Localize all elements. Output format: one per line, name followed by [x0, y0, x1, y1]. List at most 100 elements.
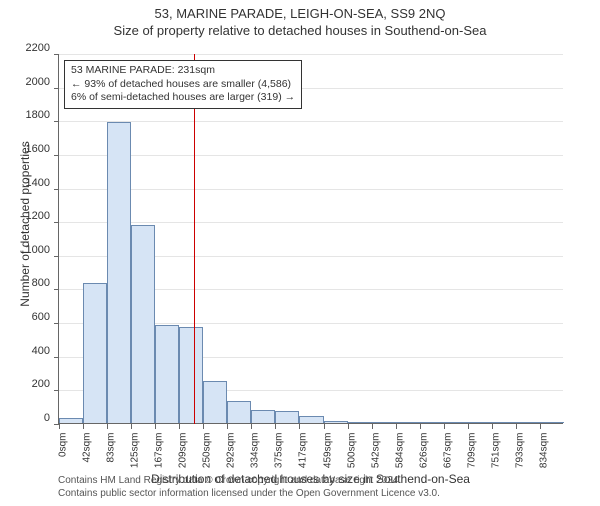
xtick-label: 334sqm: [250, 433, 261, 473]
ytick-mark: [54, 189, 59, 190]
ytick-label: 400: [10, 345, 50, 357]
xtick-mark: [468, 424, 469, 429]
xtick-mark: [107, 424, 108, 429]
footer-line1: Contains HM Land Registry data © Crown c…: [58, 474, 440, 487]
ytick-mark: [54, 256, 59, 257]
ytick-mark: [54, 88, 59, 89]
xtick-label: 125sqm: [130, 433, 141, 473]
xtick-label: 42sqm: [82, 433, 93, 473]
ytick-label: 1000: [10, 244, 50, 256]
xtick-mark: [396, 424, 397, 429]
gridline: [59, 222, 563, 223]
xtick-mark: [299, 424, 300, 429]
xtick-mark: [203, 424, 204, 429]
histogram-bar: [83, 283, 107, 423]
ytick-mark: [54, 155, 59, 156]
xtick-label: 375sqm: [274, 433, 285, 473]
xtick-mark: [516, 424, 517, 429]
histogram-bar: [299, 416, 323, 423]
xtick-mark: [372, 424, 373, 429]
xtick-label: 459sqm: [322, 433, 333, 473]
histogram-bar: [251, 410, 275, 423]
ytick-label: 1600: [10, 143, 50, 155]
histogram-bar: [59, 418, 83, 423]
footer-line2: Contains public sector information licen…: [58, 487, 440, 500]
xtick-label: 500sqm: [346, 433, 357, 473]
histogram-bar: [275, 411, 299, 423]
xtick-mark: [131, 424, 132, 429]
plot-region: 0sqm42sqm83sqm125sqm167sqm209sqm250sqm29…: [58, 54, 563, 424]
ytick-label: 2200: [10, 42, 50, 54]
xtick-label: 542sqm: [370, 433, 381, 473]
reference-line: [194, 54, 195, 424]
ytick-label: 600: [10, 311, 50, 323]
xtick-label: 0sqm: [58, 433, 69, 473]
ytick-mark: [54, 54, 59, 55]
histogram-bar: [348, 422, 372, 423]
xtick-label: 709sqm: [466, 433, 477, 473]
annotation-box: 53 MARINE PARADE: 231sqm ← 93% of detach…: [64, 60, 302, 109]
histogram-bar: [444, 422, 468, 423]
annotation-line2: ← 93% of detached houses are smaller (4,…: [71, 78, 295, 92]
histogram-bar: [540, 422, 564, 423]
annotation-line3: 6% of semi-detached houses are larger (3…: [71, 91, 295, 105]
ytick-label: 0: [10, 412, 50, 424]
xtick-mark: [444, 424, 445, 429]
xtick-label: 793sqm: [514, 433, 525, 473]
xtick-mark: [324, 424, 325, 429]
ytick-label: 200: [10, 378, 50, 390]
ytick-label: 1200: [10, 210, 50, 222]
histogram-bar: [516, 422, 540, 423]
xtick-mark: [83, 424, 84, 429]
histogram-bar: [324, 421, 348, 423]
histogram-bar: [396, 422, 420, 423]
xtick-label: 667sqm: [442, 433, 453, 473]
xtick-label: 417sqm: [298, 433, 309, 473]
histogram-bar: [372, 422, 396, 423]
histogram-bar: [420, 422, 444, 423]
xtick-label: 209sqm: [178, 433, 189, 473]
xtick-mark: [251, 424, 252, 429]
ytick-label: 800: [10, 277, 50, 289]
histogram-bar: [203, 381, 227, 423]
histogram-bar: [179, 327, 203, 423]
ytick-mark: [54, 323, 59, 324]
xtick-label: 834sqm: [538, 433, 549, 473]
xtick-label: 751sqm: [490, 433, 501, 473]
xtick-label: 292sqm: [226, 433, 237, 473]
histogram-bar: [107, 122, 131, 423]
xtick-label: 167sqm: [154, 433, 165, 473]
ytick-label: 1400: [10, 177, 50, 189]
histogram-bar: [227, 401, 251, 423]
ytick-mark: [54, 121, 59, 122]
histogram-bar: [131, 225, 155, 423]
histogram-chart: Number of detached properties 0sqm42sqm8…: [58, 54, 563, 424]
xtick-mark: [348, 424, 349, 429]
ytick-mark: [54, 357, 59, 358]
histogram-bar: [155, 325, 179, 423]
xtick-label: 83sqm: [106, 433, 117, 473]
xtick-mark: [179, 424, 180, 429]
xtick-mark: [540, 424, 541, 429]
gridline: [59, 121, 563, 122]
histogram-bar: [492, 422, 516, 423]
ytick-label: 1800: [10, 109, 50, 121]
page-title-line1: 53, MARINE PARADE, LEIGH-ON-SEA, SS9 2NQ: [0, 6, 600, 21]
page-title-line2: Size of property relative to detached ho…: [0, 23, 600, 38]
footer-attribution: Contains HM Land Registry data © Crown c…: [58, 474, 440, 500]
xtick-mark: [420, 424, 421, 429]
ytick-mark: [54, 289, 59, 290]
ytick-label: 2000: [10, 76, 50, 88]
xtick-mark: [275, 424, 276, 429]
ytick-mark: [54, 222, 59, 223]
gridline: [59, 155, 563, 156]
xtick-mark: [155, 424, 156, 429]
histogram-bar: [468, 422, 492, 423]
xtick-mark: [492, 424, 493, 429]
xtick-label: 626sqm: [418, 433, 429, 473]
xtick-mark: [227, 424, 228, 429]
annotation-line1: 53 MARINE PARADE: 231sqm: [71, 64, 295, 78]
ytick-mark: [54, 390, 59, 391]
xtick-mark: [59, 424, 60, 429]
gridline: [59, 54, 563, 55]
